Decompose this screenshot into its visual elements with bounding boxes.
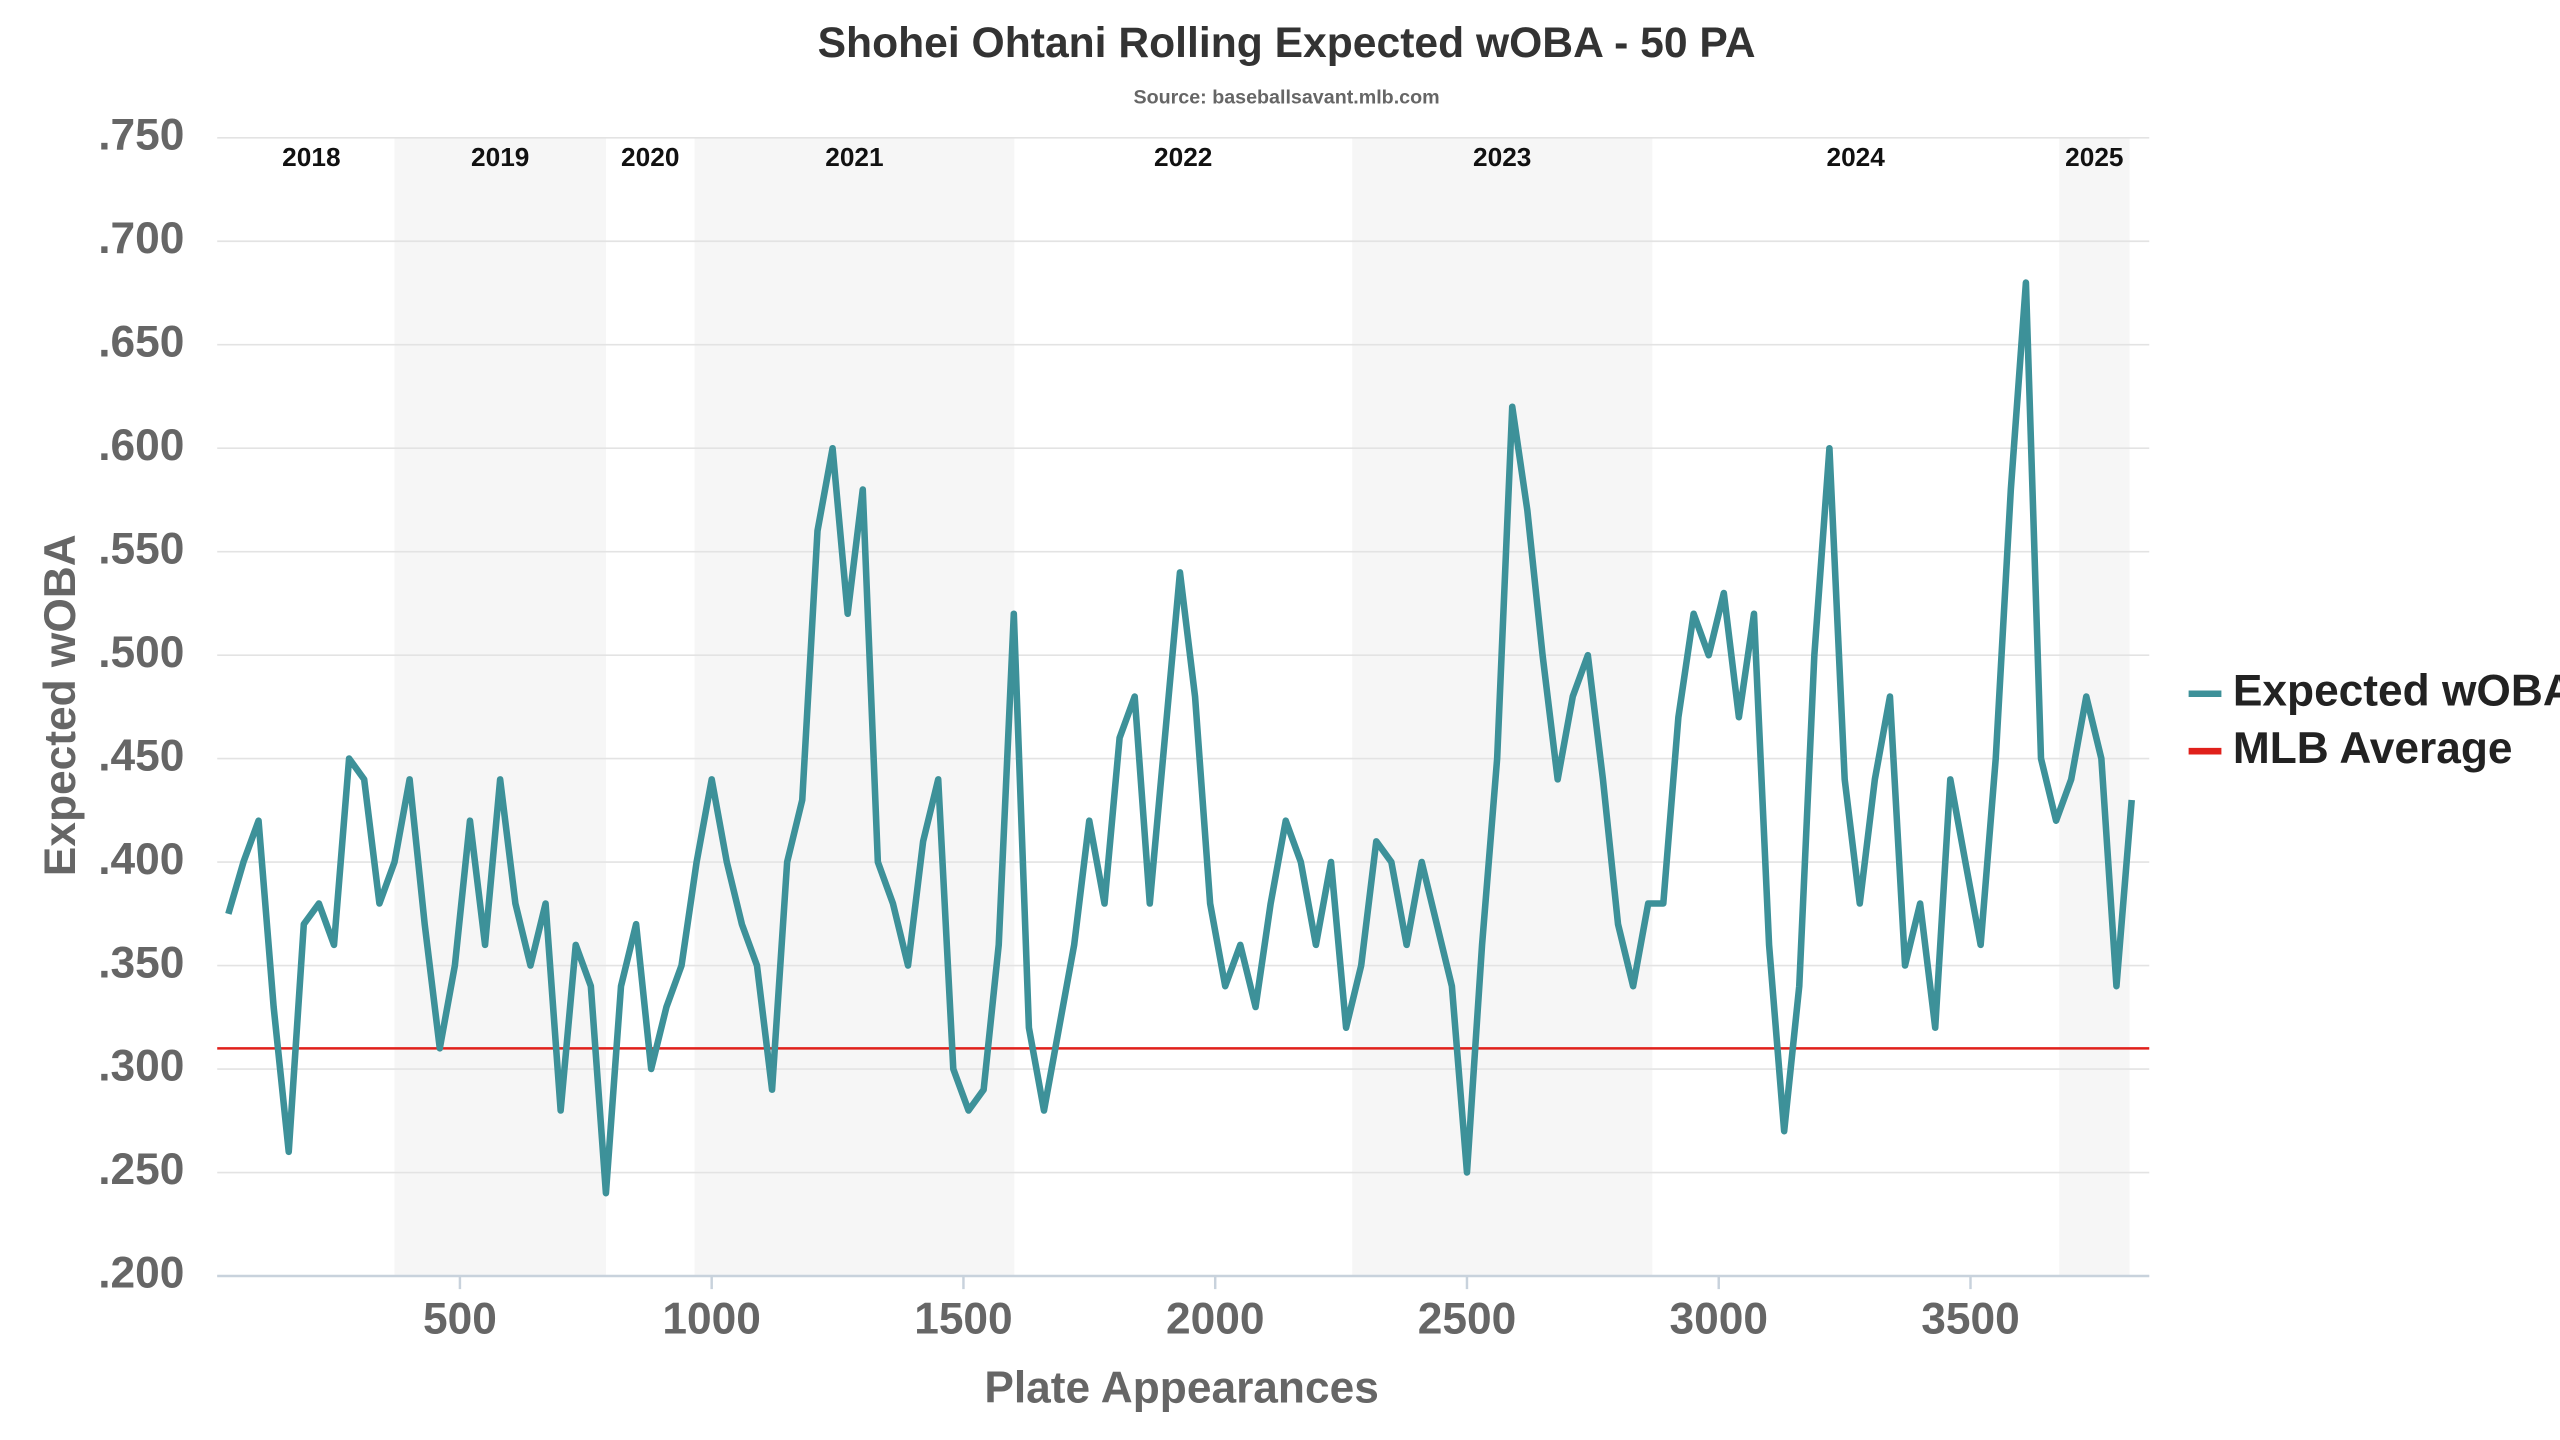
season-label: 2023 [1473, 142, 1531, 172]
x-tick-label: 2500 [1418, 1295, 1516, 1344]
y-tick-label: .750 [98, 110, 184, 159]
y-tick-label: .400 [98, 835, 184, 884]
y-tick-label: .600 [98, 421, 184, 470]
x-tick-label: 2000 [1166, 1295, 1264, 1344]
season-label: 2021 [825, 142, 883, 172]
y-axis-title: Expected wOBA [36, 534, 85, 876]
x-tick-label: 500 [423, 1295, 497, 1344]
x-tick-label: 1000 [662, 1295, 760, 1344]
data-line [225, 279, 2135, 1197]
season-label: 2024 [1827, 142, 1886, 172]
chart-title: Shohei Ohtani Rolling Expected wOBA - 50… [818, 19, 1756, 67]
chart-subtitle: Source: baseballsavant.mlb.com [1133, 87, 1439, 109]
legend-label: Expected wOBA [2233, 666, 2560, 715]
x-tick-label: 3000 [1669, 1295, 1767, 1344]
season-label: 2020 [621, 142, 679, 172]
y-tick-label: .200 [98, 1249, 184, 1298]
y-tick-label: .300 [98, 1042, 184, 1091]
x-tick-label: 1500 [914, 1295, 1012, 1344]
y-tick-label: .350 [98, 938, 184, 987]
season-label: 2018 [282, 142, 340, 172]
season-band [2059, 137, 2130, 1276]
season-label: 2019 [471, 142, 529, 172]
y-tick-label: .500 [98, 628, 184, 677]
y-tick-label: .250 [98, 1145, 184, 1194]
x-axis-title: Plate Appearances [984, 1364, 1378, 1413]
legend-label: MLB Average [2233, 724, 2513, 773]
season-label: 2022 [1154, 142, 1212, 172]
y-tick-label: .550 [98, 524, 184, 573]
season-band [394, 137, 606, 1276]
x-tick-label: 3500 [1921, 1295, 2019, 1344]
season-label: 2025 [2065, 142, 2123, 172]
y-tick-label: .450 [98, 731, 184, 780]
y-tick-label: .650 [98, 317, 184, 366]
y-tick-label: .700 [98, 214, 184, 263]
